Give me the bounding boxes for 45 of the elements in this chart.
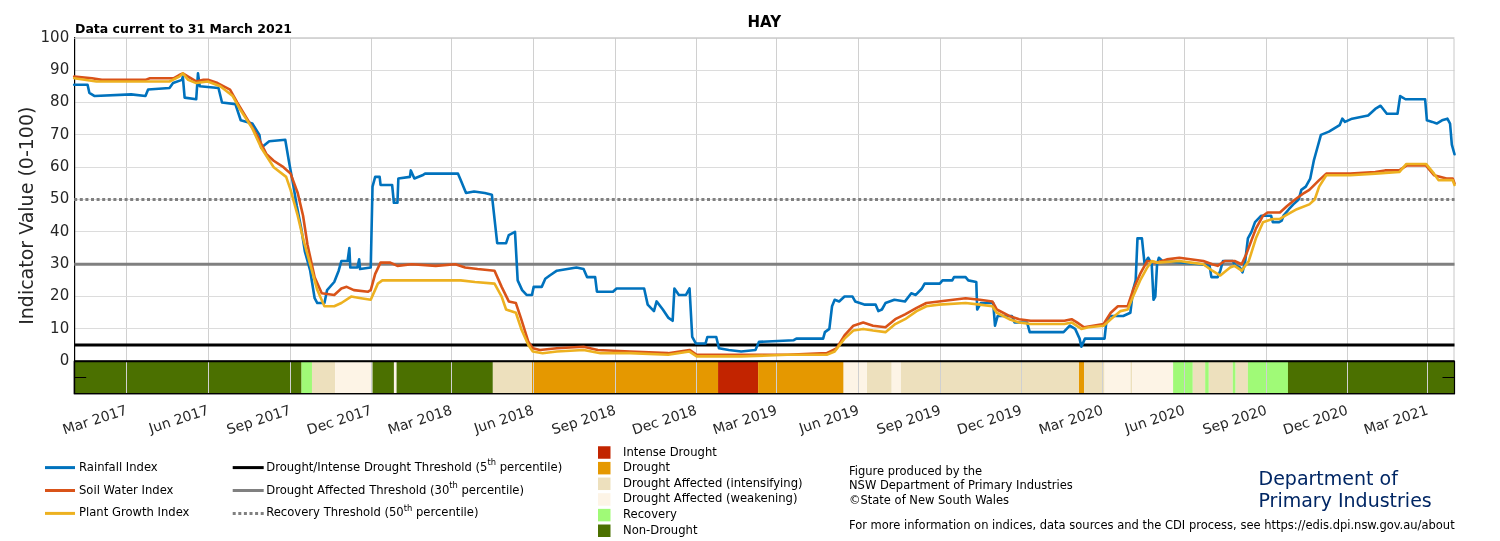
x-tick-label: Sep 2019 xyxy=(874,401,943,438)
text: Department of Primary Industries xyxy=(1258,466,1432,511)
x-tick-label: Mar 2021 xyxy=(1361,401,1430,438)
chart-title: HAY xyxy=(747,12,783,31)
x-tick-label: Dec 2017 xyxy=(304,401,374,438)
legend-label: Drought Affected (weakening) xyxy=(623,491,798,506)
y-tick-label: 100 xyxy=(40,27,70,46)
text: ©State of New South Wales xyxy=(849,492,1010,507)
y-tick-label: 70 xyxy=(50,124,70,143)
y-tick-label: 80 xyxy=(50,92,70,111)
x-tick-label: Jun 2020 xyxy=(1121,401,1187,437)
x-tick-label: Sep 2018 xyxy=(549,401,618,438)
x-tick-label: Dec 2018 xyxy=(629,401,699,438)
y-tick-label: 40 xyxy=(50,221,70,240)
legend-label: Rainfall Index xyxy=(79,459,158,474)
y-tick-label: 10 xyxy=(50,318,70,337)
x-tick-label: Dec 2019 xyxy=(954,401,1024,438)
x-tick-label: Sep 2017 xyxy=(224,401,293,438)
legend-label: Soil Water Index xyxy=(79,482,174,497)
legend-label: Drought Affected (intensifying) xyxy=(623,475,803,490)
legend-label: Drought xyxy=(623,460,671,475)
y-tick-label: 50 xyxy=(50,189,70,208)
text: For more information on indices, data sources and the CDI process, see https://edis.dpi.nsw.gov.au/about xyxy=(849,518,1456,533)
y-tick-label: 60 xyxy=(50,157,70,176)
x-tick-label: Mar 2018 xyxy=(385,401,454,438)
x-tick-label: Mar 2020 xyxy=(1036,401,1105,438)
x-tick-label: Jun 2017 xyxy=(145,401,211,437)
x-tick-label: Dec 2020 xyxy=(1280,401,1350,438)
x-tick-label: Sep 2020 xyxy=(1200,401,1269,438)
y-tick-label: 90 xyxy=(50,60,70,79)
x-tick-label: Mar 2019 xyxy=(710,401,779,438)
x-tick-label: Jun 2019 xyxy=(795,401,861,437)
legend-label: Non-Drought xyxy=(623,522,698,537)
legend-label: Plant Growth Index xyxy=(79,505,190,520)
legend-label: Intense Drought xyxy=(623,444,718,459)
text: Data current to 31 March 2021 xyxy=(75,21,293,37)
y-tick-label: 30 xyxy=(50,254,70,273)
text: NSW Department of Primary Industries xyxy=(849,478,1073,493)
y-tick-label: 0 xyxy=(59,351,70,370)
x-tick-label: Jun 2018 xyxy=(470,401,536,437)
y-tick-label: 20 xyxy=(50,286,70,305)
y-axis-title: Indicator Value (0-100) xyxy=(14,106,37,325)
legend-label: Recovery xyxy=(623,507,677,522)
x-tick-label: Mar 2017 xyxy=(60,401,129,438)
text: Figure produced by the xyxy=(849,464,983,479)
